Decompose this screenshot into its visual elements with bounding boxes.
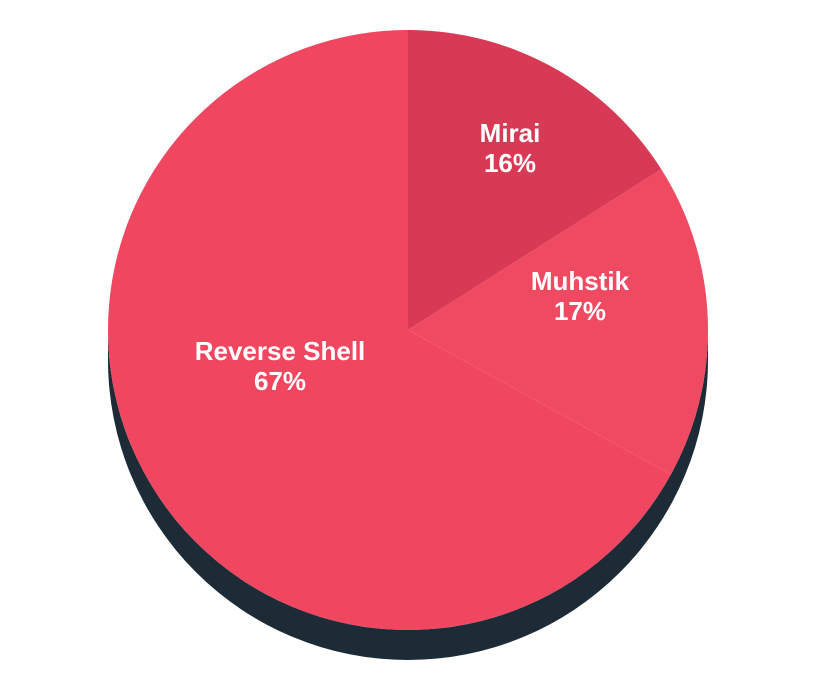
pie-chart: Mirai16% Muhstik17% Reverse Shell67% [0,0,817,677]
pie-slice-label: Mirai16% [480,118,541,178]
pie-chart-svg: Mirai16% Muhstik17% Reverse Shell67% [0,0,817,677]
slice-percent: 17% [554,296,606,326]
slice-name: Mirai [480,118,541,148]
slice-name: Muhstik [531,266,630,296]
slice-percent: 67% [254,366,306,396]
slice-name: Reverse Shell [195,336,366,366]
slice-percent: 16% [484,148,536,178]
